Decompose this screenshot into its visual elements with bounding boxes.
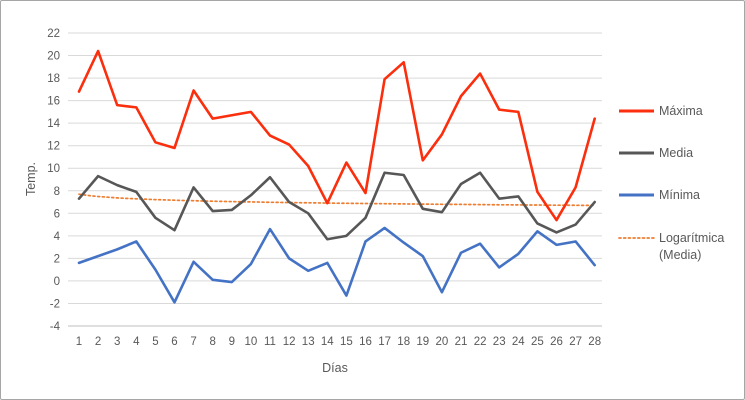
x-tick-label: 11 (264, 336, 276, 348)
x-axis-title: Días (322, 361, 348, 375)
x-tick-label: 26 (550, 336, 563, 348)
x-tick-label: 12 (283, 336, 296, 348)
x-tick-label: 8 (209, 336, 215, 348)
y-axis-title: Temp. (24, 162, 38, 196)
x-tick-label: 6 (171, 336, 177, 348)
y-tick-label: 14 (47, 118, 60, 130)
x-tick-label: 7 (190, 336, 196, 348)
legend-label-media: Media (659, 146, 693, 160)
series-lines-group (77, 49, 597, 304)
legend-label-logaritmica-line1: Logarítmica (659, 231, 724, 245)
x-tick-label: 18 (397, 336, 410, 348)
x-tick-label: 3 (114, 336, 120, 348)
y-tick-label: 2 (54, 253, 60, 265)
gridlines-group (68, 32, 602, 327)
maxima-series-line (77, 49, 597, 222)
y-tick-label: 22 (47, 28, 60, 40)
x-tick-label: 1 (76, 336, 82, 348)
y-tick-label: 16 (47, 96, 60, 108)
x-tick-label: 4 (133, 336, 140, 348)
trendline-logarithmic-media (78, 193, 596, 207)
minima-series-line (77, 226, 597, 304)
y-tick-label: 10 (47, 163, 60, 175)
y-tick-label: -2 (50, 298, 60, 310)
x-tick-label: 19 (416, 336, 429, 348)
x-tick-label: 27 (569, 336, 582, 348)
x-tick-label: 24 (512, 336, 525, 348)
x-tick-label: 2 (95, 336, 101, 348)
legend: Máxima Media Mínima Logarítmica (Media) (618, 104, 724, 262)
x-tick-label: 20 (436, 336, 449, 348)
y-tick-label: 8 (54, 186, 60, 198)
y-tick-label: 0 (54, 276, 60, 288)
x-tick-label: 21 (455, 336, 468, 348)
x-tick-label: 28 (588, 336, 601, 348)
legend-label-maxima: Máxima (659, 104, 703, 118)
x-tick-label: 9 (229, 336, 235, 348)
x-tick-label: 22 (474, 336, 487, 348)
legend-item-logaritmica: Logarítmica (Media) (618, 231, 724, 262)
legend-label-logaritmica-line2: (Media) (659, 248, 701, 262)
x-tick-label: 25 (531, 336, 544, 348)
y-axis-tick-labels: -4 -2 0 2 4 6 8 10 12 14 16 18 20 22 (47, 28, 60, 333)
x-tick-label: 13 (302, 336, 315, 348)
y-tick-label: 18 (47, 73, 60, 85)
x-tick-label: 10 (245, 336, 258, 348)
x-tick-label: 15 (340, 336, 353, 348)
y-tick-label: 12 (47, 141, 60, 153)
y-tick-label: -4 (50, 321, 61, 333)
x-tick-label: 14 (321, 336, 334, 348)
x-tick-label: 16 (359, 336, 372, 348)
x-axis-tick-labels: 1 2 3 4 5 6 7 8 9 10 11 12 13 14 15 16 17 18 19 20 21 22 23 24 2… (76, 336, 601, 348)
legend-label-minima: Mínima (659, 188, 700, 202)
media-series-line (77, 171, 597, 241)
legend-item-minima: Mínima (619, 188, 700, 202)
y-tick-label: 4 (54, 231, 61, 243)
x-tick-label: 17 (378, 336, 391, 348)
legend-item-maxima: Máxima (619, 104, 703, 118)
y-tick-label: 6 (54, 208, 60, 220)
x-tick-label: 23 (493, 336, 506, 348)
legend-item-media: Media (619, 146, 693, 160)
y-tick-label: 20 (47, 51, 60, 63)
x-tick-label: 5 (152, 336, 158, 348)
